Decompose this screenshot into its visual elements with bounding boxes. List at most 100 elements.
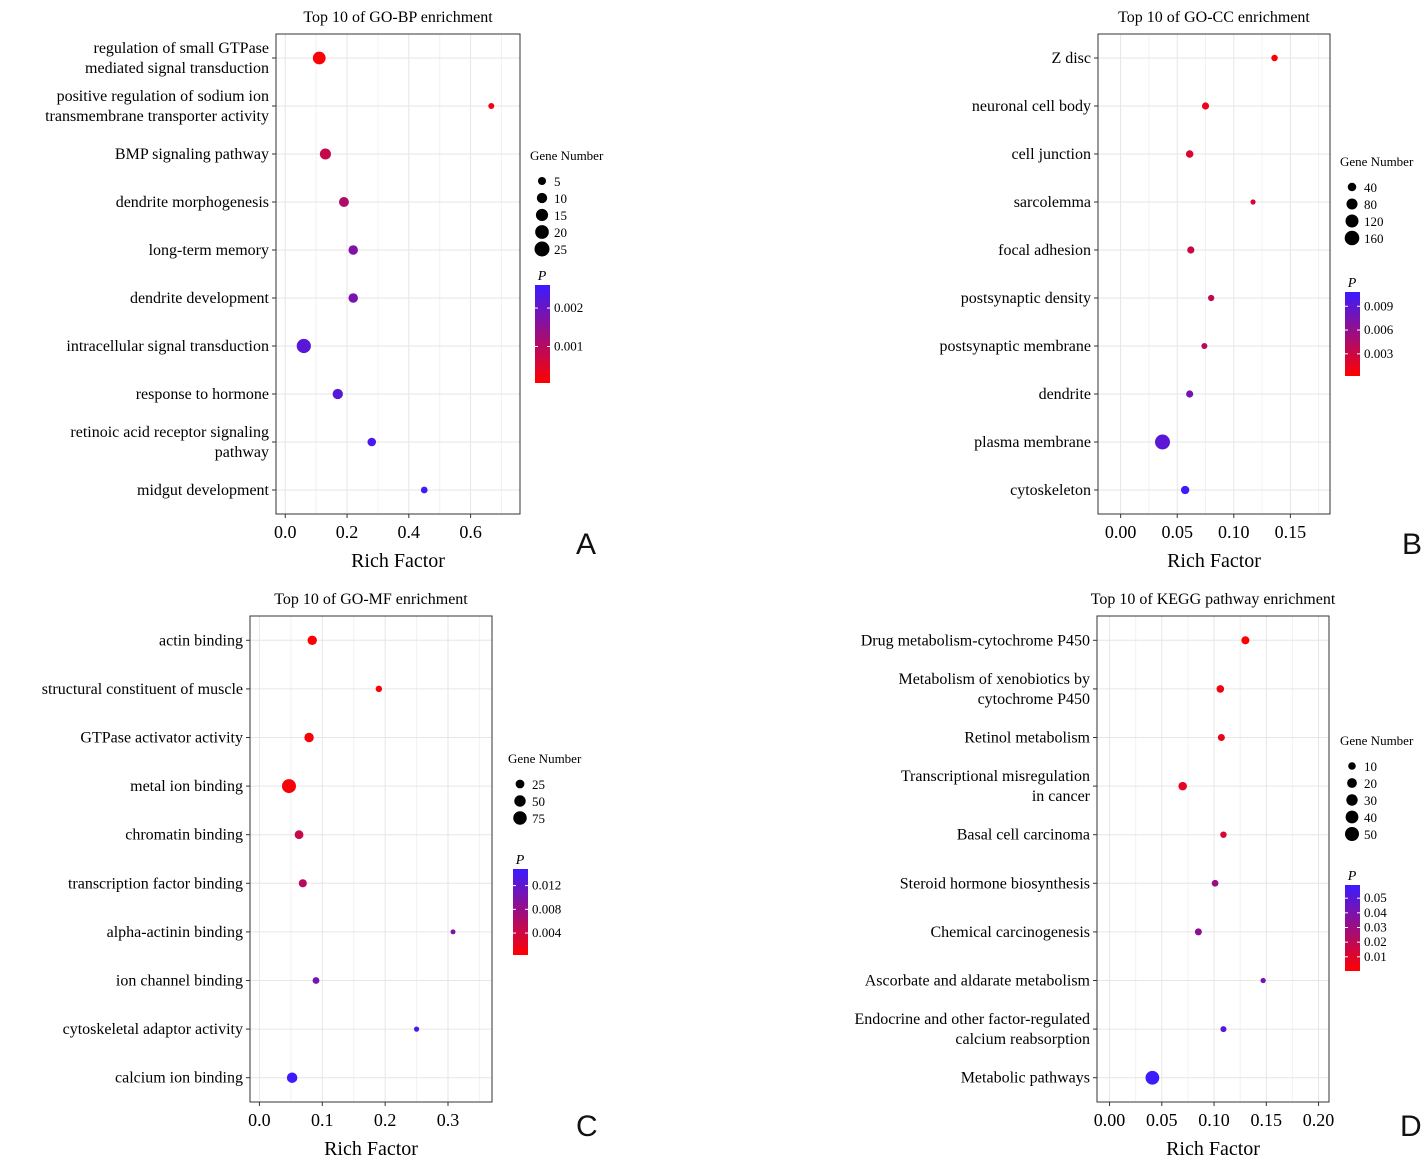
point-transcriptional-misregulation-in-cancer: [1178, 781, 1187, 791]
size-legend-label: 40: [1364, 180, 1377, 195]
point-postsynaptic-membrane: [1201, 342, 1208, 350]
x-tick-label: 0.15: [1251, 1110, 1283, 1130]
x-tick-label: 0.6: [459, 522, 482, 542]
point-cytoskeleton: [1180, 485, 1190, 495]
size-legend-label: 15: [554, 208, 567, 223]
point-bmp-signaling-pathway: [319, 148, 331, 160]
size-legend-label: 75: [532, 811, 545, 826]
point-chemical-carcinogenesis: [1194, 928, 1202, 936]
color-legend-label: 0.01: [1364, 949, 1387, 964]
size-legend-dot: [1345, 810, 1359, 824]
size-legend-dot: [1346, 794, 1358, 806]
point-metabolic-pathways: [1145, 1070, 1160, 1085]
size-legend-dot: [1344, 230, 1360, 246]
category-label-postsynaptic-density: postsynaptic density: [961, 290, 1091, 307]
size-legend-dot: [535, 225, 549, 239]
x-tick-label: 0.3: [437, 1110, 460, 1130]
size-legend-label: 50: [1364, 827, 1377, 842]
size-legend-label: 30: [1364, 793, 1377, 808]
size-legend-dot: [1348, 762, 1356, 770]
category-label-long-term-memory: long-term memory: [149, 242, 269, 259]
color-legend-label: 0.04: [1364, 905, 1387, 920]
size-legend-title: Gene Number: [1340, 154, 1414, 169]
category-label-cell-junction: cell junction: [1011, 146, 1091, 163]
x-tick-label: 0.2: [336, 522, 359, 542]
point-positive-regulation-of-sodium-ion-transmembrane-transporter-activity: [488, 103, 495, 109]
point-structural-constituent-of-muscle: [375, 685, 383, 693]
color-legend-label: 0.004: [532, 925, 562, 940]
category-label-transcriptional-misregulation-in-cancer: Transcriptional misregulation in cancer: [901, 768, 1091, 805]
chart-title: Top 10 of KEGG pathway enrichment: [1091, 591, 1336, 608]
size-legend-dot: [536, 192, 548, 204]
chart-title: Top 10 of GO-CC enrichment: [1118, 9, 1310, 26]
category-label-structural-constituent-of-muscle: structural constituent of muscle: [42, 681, 243, 698]
panel-letter-d: D: [1400, 1110, 1422, 1143]
point-sarcolemma: [1250, 199, 1256, 205]
point-retinoic-acid-receptor-signaling-pathway: [367, 437, 377, 447]
point-drug-metabolism-cytochrome-p450: [1241, 636, 1250, 645]
point-z-disc: [1271, 54, 1278, 62]
category-label-postsynaptic-membrane: postsynaptic membrane: [939, 338, 1091, 355]
point-steroid-hormone-biosynthesis: [1211, 879, 1219, 887]
category-label-actin-binding: actin binding: [159, 632, 243, 649]
category-label-cytoskeletal-adaptor-activity: cytoskeletal adaptor activity: [63, 1021, 243, 1038]
point-midgut-development: [420, 486, 428, 494]
color-legend-label: 0.009: [1364, 298, 1393, 313]
point-response-to-hormone: [332, 388, 343, 400]
category-label-alpha-actinin-binding: alpha-actinin binding: [107, 924, 243, 941]
size-legend-dot: [1345, 827, 1359, 841]
size-legend-label: 10: [1364, 759, 1377, 774]
size-legend-label: 50: [532, 794, 545, 809]
x-tick-label: 0.20: [1303, 1110, 1335, 1130]
size-legend-label: 20: [554, 225, 567, 240]
point-actin-binding: [307, 635, 317, 646]
chart-title: Top 10 of GO-BP enrichment: [303, 9, 493, 26]
category-label-chromatin-binding: chromatin binding: [125, 827, 243, 844]
x-tick-label: 0.00: [1094, 1110, 1126, 1130]
x-tick-label: 0.10: [1218, 522, 1250, 542]
size-legend-dot: [537, 176, 547, 186]
size-legend-dot: [513, 811, 527, 825]
size-legend-dot: [1346, 198, 1358, 210]
x-tick-label: 0.00: [1105, 522, 1137, 542]
category-label-focal-adhesion: focal adhesion: [998, 242, 1091, 259]
panel-letter-a: A: [576, 528, 597, 561]
category-label-metabolism-of-xenobiotics-by-cytochrome-p450: Metabolism of xenobiotics by cytochrome P…: [898, 671, 1090, 708]
panel-letter-b: B: [1402, 528, 1423, 561]
size-legend-dot: [515, 779, 525, 789]
point-metabolism-of-xenobiotics-by-cytochrome-p450: [1216, 685, 1225, 693]
size-legend-label: 10: [554, 191, 567, 206]
size-legend-dot: [534, 241, 550, 257]
category-label-plasma-membrane: plasma membrane: [974, 434, 1091, 451]
color-legend-label: 0.002: [554, 300, 583, 315]
size-legend-label: 20: [1364, 776, 1377, 791]
category-label-calcium-ion-binding: calcium ion binding: [115, 1070, 243, 1087]
point-alpha-actinin-binding: [450, 929, 456, 935]
size-legend-dot: [1347, 778, 1357, 788]
color-legend-title: P: [1347, 276, 1357, 291]
point-postsynaptic-density: [1208, 294, 1215, 302]
x-tick-label: 0.0: [248, 1110, 271, 1130]
size-legend-label: 40: [1364, 810, 1377, 825]
point-plasma-membrane: [1155, 434, 1171, 450]
go-cc-enrichment-chart: Top 10 of GO-CC enrichment Z disc neuronal…: [939, 9, 1414, 572]
size-legend-dot: [1345, 214, 1359, 228]
category-label-midgut-development: midgut development: [137, 482, 270, 499]
point-dendrite-morphogenesis: [338, 197, 349, 207]
point-retinol-metabolism: [1217, 733, 1225, 742]
color-legend-title: P: [1347, 869, 1357, 884]
color-legend-bar: [1345, 885, 1360, 971]
point-calcium-ion-binding: [286, 1072, 298, 1083]
size-legend-label: 5: [554, 174, 561, 189]
x-axis-label: Rich Factor: [324, 1138, 418, 1158]
category-label-drug-metabolism-cytochrome-p450: Drug metabolism-cytochrome P450: [861, 632, 1090, 649]
plot-frame: [275, 33, 521, 515]
point-dendrite-development: [348, 293, 358, 303]
x-tick-label: 0.15: [1275, 522, 1307, 542]
color-legend-label: 0.02: [1364, 934, 1387, 949]
size-legend-title: Gene Number: [1340, 733, 1414, 748]
plot-frame: [1097, 33, 1331, 515]
kegg-pathway-enrichment-chart: Top 10 of KEGG pathway enrichment Drug me…: [854, 591, 1414, 1158]
x-tick-label: 0.05: [1146, 1110, 1178, 1130]
category-label-retinol-metabolism: Retinol metabolism: [964, 730, 1090, 747]
